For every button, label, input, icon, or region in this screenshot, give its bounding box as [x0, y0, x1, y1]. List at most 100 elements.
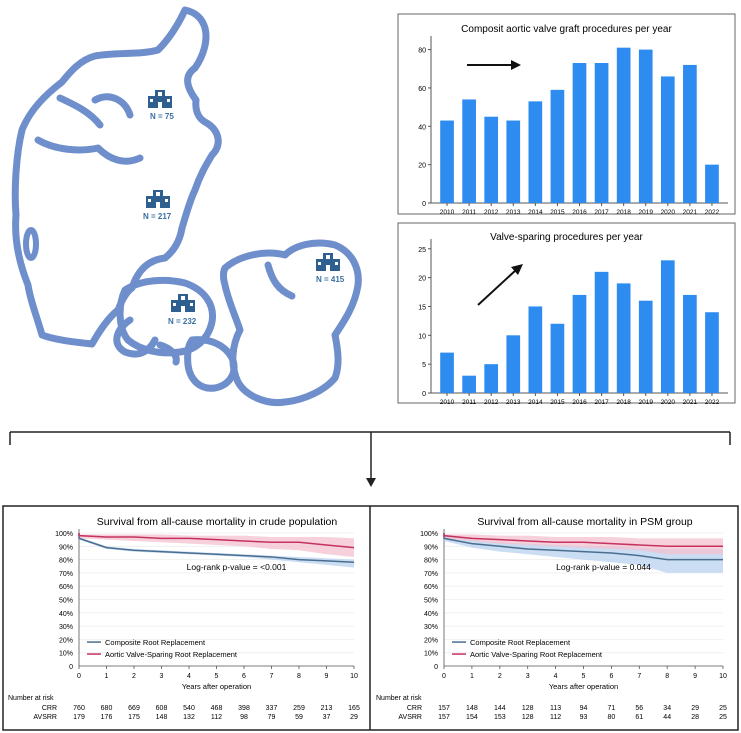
- bracket-connector: [9, 431, 731, 478]
- km-1-legend-label-avsrr: Aortic Valve-Sparing Root Replacement: [105, 650, 238, 659]
- bar-chart-1-ytick-label: 80: [418, 48, 426, 55]
- bar-1-2011: [462, 99, 476, 203]
- km-1-risk-value-crr: 540: [183, 705, 195, 712]
- bar-1-2014: [528, 101, 543, 203]
- bar-chart-1-xtick-label: 2010: [440, 209, 455, 216]
- bar-chart-2-xtick-label: 2019: [638, 399, 653, 406]
- bar-2-2013: [506, 335, 521, 393]
- km-2-ytick-label: 10%: [424, 651, 438, 658]
- bar-2-2014: [528, 306, 543, 393]
- km-2-risk-table-title: Number at risk: [376, 695, 422, 702]
- bar-2-2016: [572, 294, 587, 393]
- km-1-curve-crr: [78, 533, 355, 564]
- center-count-central: N = 217: [143, 212, 172, 221]
- bar-chart-2-xtick-label: 2014: [528, 399, 543, 406]
- bar-2-2012: [484, 364, 499, 393]
- bar-1-2021: [683, 64, 697, 203]
- km-2-band-crr: [444, 535, 723, 573]
- bar-2-2021: [683, 294, 697, 393]
- km-2-risk-value-avsrr: 25: [719, 714, 727, 721]
- km-2-xtick-label: 3: [526, 673, 530, 680]
- km-2-risk-value-avsrr: 61: [635, 714, 643, 721]
- km-2-curve-crr: [443, 533, 723, 561]
- km-1-curve-avsrr: [78, 533, 355, 549]
- km-1-title: Survival from all-cause mortality in cru…: [97, 516, 338, 528]
- bar-chart-1-ytick-label: 20: [418, 163, 426, 170]
- km-1-risk-value-avsrr: 179: [73, 714, 85, 721]
- km-2-ytick-label: 90%: [424, 544, 438, 551]
- bar-chart-1-xtick-label: 2020: [661, 209, 676, 216]
- km-2-risk-value-crr: 128: [522, 705, 534, 712]
- km-2-xtick-label: 8: [665, 673, 669, 680]
- km-2-ytick-label: 50%: [424, 598, 438, 605]
- km-1-risk-value-crr: 669: [128, 705, 140, 712]
- km-2-title: Survival from all-cause mortality in PSM…: [477, 516, 692, 528]
- km-2-risk-value-crr: 148: [466, 705, 478, 712]
- bar-chart-2-xtick-label: 2020: [661, 399, 676, 406]
- km-1-band-crr: [79, 536, 354, 568]
- bracket-line: [9, 431, 731, 445]
- km-1-risk-value-avsrr: 148: [156, 714, 168, 721]
- bar-chart-1-xtick-label: 2019: [638, 209, 653, 216]
- km-1-risk-value-avsrr: 112: [211, 714, 222, 721]
- bar-1-2022: [705, 164, 719, 203]
- center-count-south: N = 232: [168, 317, 197, 326]
- km-2-ytick-label: 0: [434, 664, 438, 671]
- km-2-risk-value-crr: 34: [663, 705, 671, 712]
- bar-chart-1-xtick-label: 2018: [616, 209, 631, 216]
- km-1-ytick-label: 30%: [59, 624, 73, 631]
- km-2-ytick-label: 20%: [424, 637, 438, 644]
- bar-chart-2-ytick-label: 20: [418, 276, 426, 283]
- bar-chart-1-title: Composit aortic valve graft procedures p…: [461, 24, 672, 35]
- km-2-risk-value-crr: 29: [691, 705, 699, 712]
- km-1-xtick-label: 6: [242, 673, 246, 680]
- bar-chart-1-xtick-label: 2014: [528, 209, 543, 216]
- km-1-xtick-label: 7: [270, 673, 274, 680]
- km-1-xtick-label: 2: [132, 673, 136, 680]
- bar-2-2020: [660, 260, 675, 393]
- km-2-risk-value-crr: 94: [580, 705, 588, 712]
- km-2-xtick-label: 1: [470, 673, 474, 680]
- km-2-risk-value-crr: 157: [438, 705, 450, 712]
- trend-arrow-upright-shaft: [477, 269, 517, 306]
- bar-chart-1-xtick-label: 2017: [594, 209, 609, 216]
- km-1-risk-value-avsrr: 79: [268, 714, 276, 721]
- bar-2-2011: [462, 375, 476, 393]
- km-2-ytick-label: 40%: [424, 611, 438, 618]
- km-2-risk-value-crr: 71: [608, 705, 616, 712]
- km-2-risk-value-avsrr: 112: [550, 714, 561, 721]
- km-2-risk-value-avsrr: 80: [608, 714, 616, 721]
- km-2-xtick-label: 7: [637, 673, 641, 680]
- km-2-risk-value-avsrr: 93: [580, 714, 588, 721]
- km-2-risk-value-crr: 25: [719, 705, 727, 712]
- bar-chart-2-xtick-label: 2016: [572, 399, 587, 406]
- bar-chart-2-ytick-label: 5: [422, 362, 426, 369]
- km-1-risk-value-crr: 337: [266, 705, 278, 712]
- km-1-risk-value-crr: 760: [73, 705, 85, 712]
- bar-1-2020: [660, 76, 675, 203]
- bar-1-2012: [484, 116, 499, 203]
- km-2-ytick-label: 70%: [424, 571, 438, 578]
- bar-2-2019: [638, 300, 653, 393]
- km-1-logrank-annotation: Log-rank p-value = <0.001: [187, 562, 287, 572]
- km-2-xtick-label: 10: [719, 673, 727, 680]
- km-1-ytick-label: 40%: [59, 611, 73, 618]
- km-2-ytick-label: 30%: [424, 624, 438, 631]
- km-1-risk-value-avsrr: 175: [128, 714, 140, 721]
- bar-chart-1-xtick-label: 2021: [683, 209, 698, 216]
- km-2-xtick-label: 0: [442, 673, 446, 680]
- bar-chart-1-ytick-label: 60: [418, 86, 426, 93]
- hospital-icon-south: [171, 294, 195, 312]
- km-2-risk-value-avsrr: 153: [494, 714, 506, 721]
- hospital-icon-east: [316, 253, 340, 271]
- km-2-risk-value-crr: 56: [635, 705, 643, 712]
- km-1-risk-row-label-avsrr: AVSRR: [33, 714, 57, 721]
- bracket-arrowhead: [366, 478, 376, 487]
- km-2-xtick-label: 9: [693, 673, 697, 680]
- km-1-xtick-label: 10: [350, 673, 358, 680]
- bar-2-2015: [550, 323, 565, 393]
- bar-2-2018: [616, 283, 631, 393]
- km-1-ytick-label: 100%: [55, 531, 73, 538]
- km-1-risk-row-label-crr: CRR: [42, 705, 57, 712]
